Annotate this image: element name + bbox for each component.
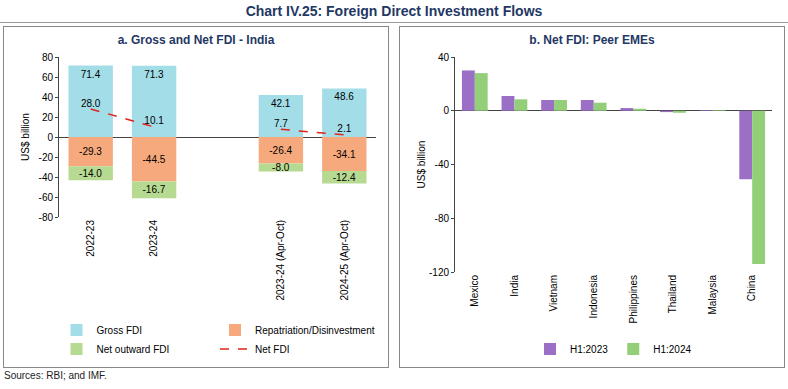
svg-text:2022-23: 2022-23 (85, 220, 96, 257)
svg-text:US$ billion: US$ billion (416, 141, 427, 189)
svg-text:-16.7: -16.7 (142, 184, 165, 195)
svg-text:80: 80 (42, 52, 54, 63)
svg-text:48.6: 48.6 (334, 91, 354, 102)
svg-text:H1:2024: H1:2024 (653, 344, 691, 355)
svg-text:Philippines: Philippines (628, 275, 639, 323)
svg-text:US$ billion: US$ billion (20, 113, 31, 161)
svg-text:Gross FDI: Gross FDI (97, 325, 143, 336)
svg-text:-60: -60 (39, 192, 54, 203)
svg-text:Thailand: Thailand (667, 275, 678, 313)
svg-text:-40: -40 (435, 159, 450, 170)
svg-text:10.1: 10.1 (144, 115, 164, 126)
svg-text:-26.4: -26.4 (269, 145, 292, 156)
svg-text:Indonesia: Indonesia (588, 275, 599, 319)
svg-text:China: China (746, 275, 757, 302)
svg-text:-80: -80 (435, 213, 450, 224)
svg-text:28.0: 28.0 (81, 98, 101, 109)
svg-text:India: India (509, 275, 520, 297)
svg-text:H1:2023: H1:2023 (570, 344, 608, 355)
svg-text:Vietnam: Vietnam (548, 275, 559, 312)
svg-text:20: 20 (42, 112, 54, 123)
svg-text:Repatriation/Disinvestment: Repatriation/Disinvestment (255, 325, 375, 336)
svg-text:-8.0: -8.0 (272, 162, 290, 173)
svg-text:71.3: 71.3 (144, 69, 164, 80)
svg-text:Malaysia: Malaysia (707, 275, 718, 315)
svg-text:-40: -40 (39, 172, 54, 183)
svg-text:Mexico: Mexico (469, 275, 480, 307)
svg-text:2024-25 (Apr-Oct): 2024-25 (Apr-Oct) (339, 220, 350, 301)
svg-text:Net FDI: Net FDI (255, 344, 289, 355)
svg-text:-120: -120 (429, 267, 449, 278)
svg-text:-20: -20 (39, 152, 54, 163)
svg-text:42.1: 42.1 (271, 98, 291, 109)
svg-text:-14.0: -14.0 (79, 168, 102, 179)
svg-text:-44.5: -44.5 (142, 154, 165, 165)
svg-text:-29.3: -29.3 (79, 146, 102, 157)
svg-text:40: 40 (438, 52, 450, 63)
svg-text:71.4: 71.4 (81, 69, 101, 80)
svg-text:2023-24 (Apr-Oct): 2023-24 (Apr-Oct) (275, 220, 286, 301)
svg-text:7.7: 7.7 (274, 118, 288, 129)
svg-text:0: 0 (47, 132, 53, 143)
svg-text:0: 0 (443, 105, 449, 116)
svg-text:Net outward FDI: Net outward FDI (97, 344, 170, 355)
svg-text:-34.1: -34.1 (333, 149, 356, 160)
svg-text:60: 60 (42, 72, 54, 83)
html-text:Sources: RBI; and IMF.: Sources: RBI; and IMF. (4, 370, 107, 381)
svg-text:-12.4: -12.4 (333, 172, 356, 183)
svg-text:2023-24: 2023-24 (148, 220, 159, 257)
svg-text:40: 40 (42, 92, 54, 103)
svg-text:-80: -80 (39, 212, 54, 223)
html-text:Chart IV.25: Foreign Direct In: Chart IV.25: Foreign Direct Investment F… (245, 3, 543, 19)
svg-text:a. Gross and Net FDI - India: a. Gross and Net FDI - India (118, 33, 275, 47)
svg-text:2.1: 2.1 (337, 123, 351, 134)
svg-text:b. Net FDI: Peer EMEs: b. Net FDI: Peer EMEs (529, 33, 655, 47)
